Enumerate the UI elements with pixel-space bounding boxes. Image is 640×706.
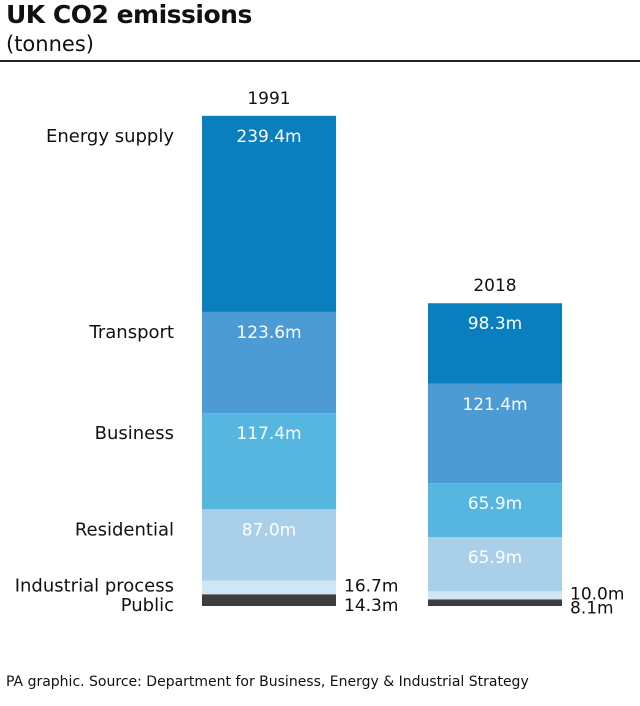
series-label-public: Public (121, 595, 174, 616)
series-label-industrial-process: Industrial process (15, 575, 174, 596)
bar-industrial-process-2018 (428, 591, 562, 600)
value-label-business-2018: 65.9m (468, 494, 522, 514)
bar-residential-1991 (202, 509, 336, 581)
value-label-industrial-process-2018: 10.0m (570, 584, 624, 604)
value-label-energy-supply-1991: 239.4m (236, 127, 301, 147)
value-label-residential-1991: 87.0m (242, 520, 296, 540)
category-label-1991: 1991 (247, 89, 290, 109)
bar-public-2018 (428, 599, 562, 606)
chart-subtitle: (tonnes) (6, 32, 94, 56)
value-label-public-2018: 8.1m (570, 599, 614, 619)
value-label-public-1991: 14.3m (344, 596, 398, 616)
bar-energy-supply-1991 (202, 115, 336, 312)
value-label-transport-2018: 121.4m (462, 395, 527, 415)
bar-business-1991 (202, 413, 336, 510)
value-label-industrial-process-1991: 16.7m (344, 576, 398, 596)
bar-residential-2018 (428, 537, 562, 592)
bar-industrial-process-1991 (202, 580, 336, 595)
series-label-residential: Residential (75, 519, 174, 540)
series-label-business: Business (95, 423, 174, 444)
value-label-business-1991: 117.4m (236, 424, 301, 444)
bar-business-2018 (428, 483, 562, 538)
series-label-energy-supply: Energy supply (46, 126, 174, 147)
value-label-transport-1991: 123.6m (236, 323, 301, 343)
bar-public-1991 (202, 594, 336, 606)
source-note: PA graphic. Source: Department for Busin… (6, 674, 529, 690)
header-divider (0, 60, 640, 62)
bar-energy-supply-2018 (428, 303, 562, 384)
bar-transport-1991 (202, 311, 336, 414)
chart-title: UK CO2 emissions (6, 0, 252, 29)
value-label-energy-supply-2018: 98.3m (468, 314, 522, 334)
value-label-residential-2018: 65.9m (468, 548, 522, 568)
series-label-transport: Transport (89, 322, 174, 343)
category-label-2018: 2018 (473, 276, 516, 296)
bar-transport-2018 (428, 383, 562, 484)
